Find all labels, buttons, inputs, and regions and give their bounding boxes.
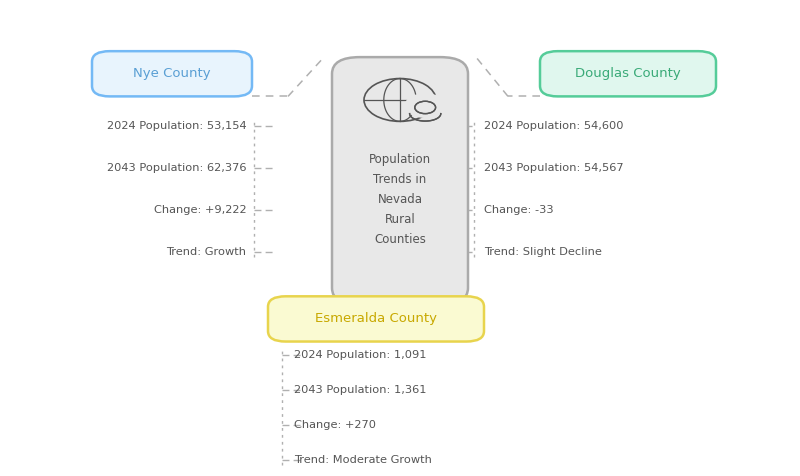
Text: Nye County: Nye County — [133, 67, 211, 80]
Circle shape — [404, 93, 446, 118]
Text: 2043 Population: 54,567: 2043 Population: 54,567 — [484, 163, 624, 173]
FancyBboxPatch shape — [92, 51, 252, 96]
Text: 2043 Population: 62,376: 2043 Population: 62,376 — [107, 163, 246, 173]
Text: Change: +9,222: Change: +9,222 — [154, 205, 246, 215]
Text: Change: -33: Change: -33 — [484, 205, 554, 215]
Text: Population
Trends in
Nevada
Rural
Counties: Population Trends in Nevada Rural Counti… — [369, 153, 431, 247]
Text: 2043 Population: 1,361: 2043 Population: 1,361 — [294, 385, 427, 395]
Text: Trend: Moderate Growth: Trend: Moderate Growth — [294, 455, 432, 466]
Text: Trend: Growth: Trend: Growth — [166, 247, 246, 257]
FancyBboxPatch shape — [332, 57, 468, 305]
FancyBboxPatch shape — [540, 51, 716, 96]
Text: 2024 Population: 53,154: 2024 Population: 53,154 — [106, 121, 246, 131]
FancyBboxPatch shape — [268, 296, 484, 342]
Text: 2024 Population: 54,600: 2024 Population: 54,600 — [484, 121, 623, 131]
Text: Change: +270: Change: +270 — [294, 420, 376, 430]
Text: Douglas County: Douglas County — [575, 67, 681, 80]
Text: Trend: Slight Decline: Trend: Slight Decline — [484, 247, 602, 257]
Text: Esmeralda County: Esmeralda County — [315, 312, 437, 326]
Text: 2024 Population: 1,091: 2024 Population: 1,091 — [294, 349, 427, 360]
